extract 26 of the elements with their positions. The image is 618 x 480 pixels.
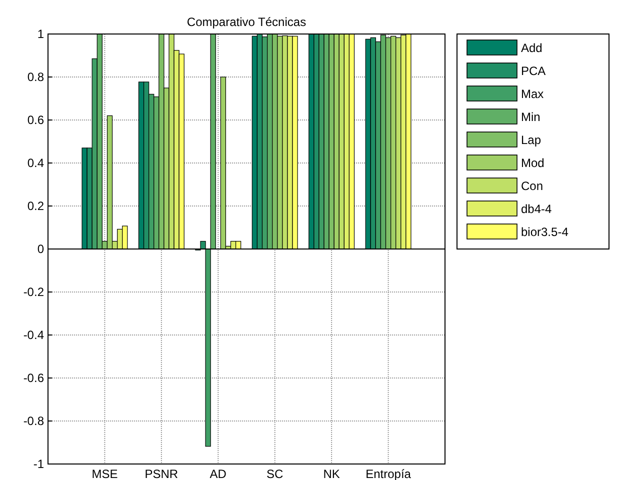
x-tick-label: AD [210,467,227,480]
y-tick-label: 0.6 [27,113,44,128]
y-tick-label: 1 [37,27,44,42]
y-tick-label: -0.2 [23,285,44,300]
y-tick-label: -0.4 [23,328,44,342]
legend-label: Max [521,87,544,102]
y-tick-label: -0.8 [23,414,44,428]
x-tick-label: NK [323,467,340,480]
y-tick-label: 0 [37,242,44,256]
x-tick-label: SC [266,467,284,480]
legend-label: Lap [521,133,542,148]
y-tick-label: -1 [33,457,44,472]
legend-label: Add [521,41,542,56]
legend-label: Mod [521,156,544,170]
x-tick-label: PSNR [144,467,178,480]
y-tick-label: 0.2 [27,199,44,214]
legend-label: PCA [521,64,546,78]
legend-label: db4-4 [521,202,552,216]
y-tick-label: 0.8 [27,70,44,84]
y-tick-label: 0.4 [27,156,44,170]
legend-label: Con [521,179,544,194]
chart-title: Comparativo Técnicas [186,15,306,29]
x-tick-label: MSE [92,467,118,480]
legend-label: Min [521,110,540,124]
legend-label: bior3.5-4 [521,225,569,240]
y-tick-label: -0.6 [23,371,44,386]
